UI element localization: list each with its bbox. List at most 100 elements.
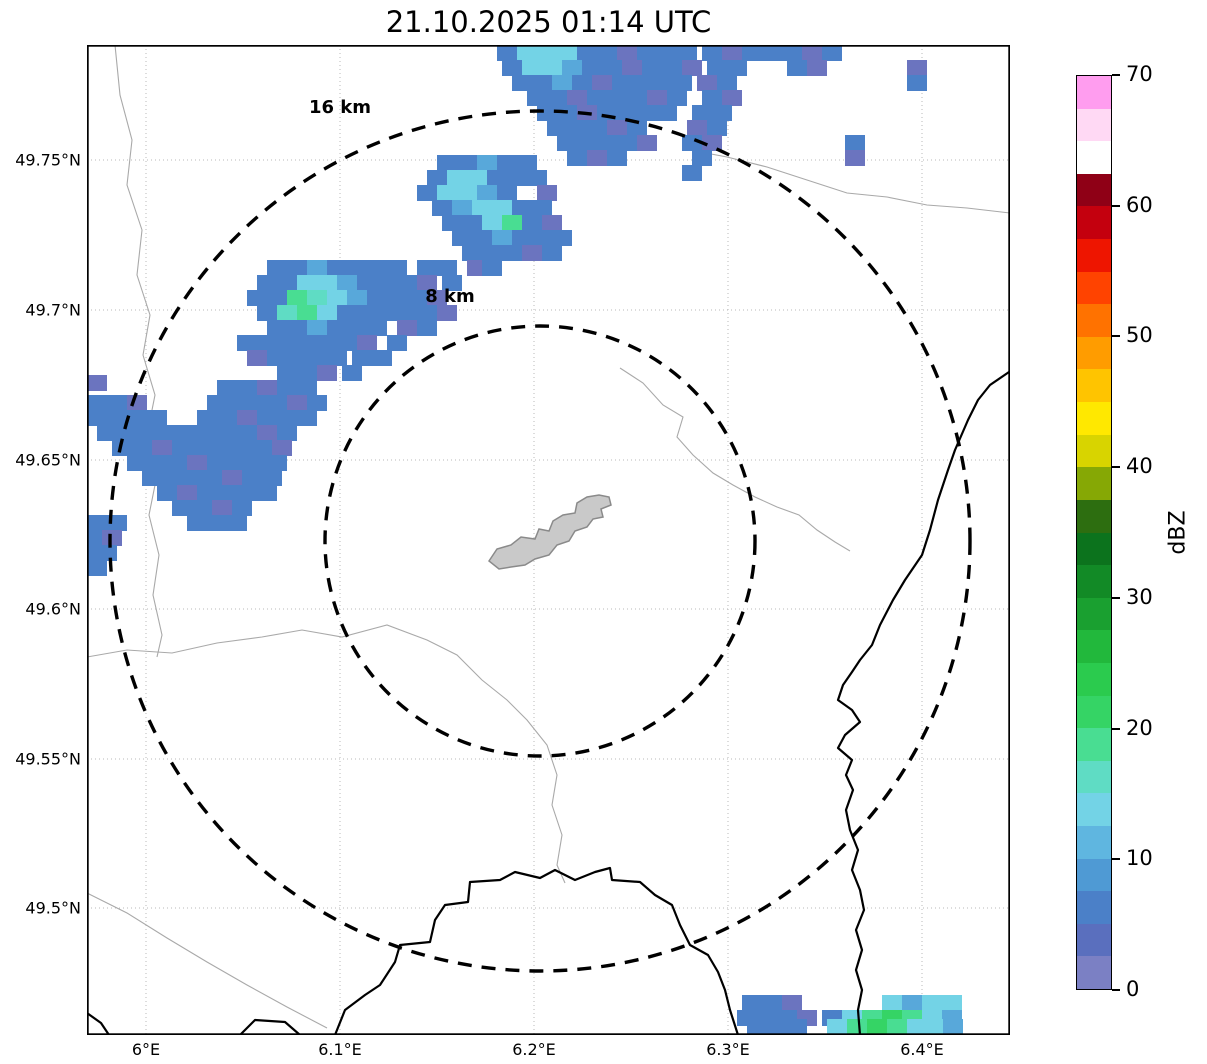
radar-cell (287, 320, 307, 336)
radar-cell (347, 320, 367, 336)
radar-cell (787, 1019, 807, 1035)
country-border (87, 1011, 111, 1035)
radar-cell (452, 230, 472, 246)
radar-cell (377, 275, 397, 291)
radar-cell (87, 560, 107, 576)
radar-cell (257, 410, 277, 426)
colorbar-tick-mark (1112, 74, 1120, 76)
radar-cell (597, 45, 617, 61)
radar-cell (642, 60, 662, 76)
colorbar-segment (1077, 369, 1111, 403)
radar-cell (192, 440, 212, 456)
colorbar-axis-label: dBZ (1165, 510, 1191, 555)
radar-cell (327, 290, 347, 306)
radar-cell (497, 155, 517, 171)
radar-map: 16 km 8 km (87, 45, 1010, 1035)
radar-cell (807, 60, 827, 76)
radar-cell (167, 455, 187, 471)
radar-cell (687, 120, 707, 136)
radar-cell (327, 260, 347, 276)
radar-cell (277, 275, 297, 291)
colorbar-segment (1077, 630, 1111, 663)
radar-cell (742, 995, 762, 1011)
radar-cell (367, 290, 387, 306)
map-plot: 16 km 8 km (87, 45, 1010, 1035)
radar-cell (237, 485, 257, 501)
radar-cell (102, 530, 122, 546)
radar-cell (452, 200, 472, 216)
radar-cell (632, 75, 652, 91)
radar-cell (427, 290, 447, 306)
x-tick-label: 6.3°E (706, 1040, 750, 1059)
radar-cell (432, 200, 452, 216)
radar-cell (847, 1019, 867, 1035)
radar-cell (827, 1019, 847, 1035)
radar-cell (307, 350, 327, 366)
radar-cell (307, 395, 327, 411)
radar-cell (367, 260, 387, 276)
colorbar-tick-label: 20 (1126, 715, 1153, 740)
radar-cell (337, 305, 357, 321)
radar-cell (227, 395, 247, 411)
radar-cell (387, 335, 407, 351)
y-tick-label: 49.75°N (15, 150, 81, 170)
radar-cell (357, 275, 377, 291)
plot-title: 21.10.2025 01:14 UTC (385, 5, 712, 39)
radar-cell (437, 155, 457, 171)
range-ring-16km (108, 109, 972, 973)
radar-cell (717, 75, 737, 91)
radar-cell (127, 455, 147, 471)
colorbar-tick-label: 60 (1126, 192, 1153, 217)
radar-cell (597, 135, 617, 151)
radar-cell (767, 1019, 787, 1035)
range-ring-8km (323, 324, 757, 758)
radar-cell (502, 60, 522, 76)
radar-cell (727, 60, 747, 76)
river-line (114, 45, 163, 658)
plot-frame (87, 45, 1010, 1035)
radar-cell (237, 380, 257, 396)
y-tick-label: 49.5°N (25, 898, 81, 918)
colorbar-tick-label: 30 (1126, 584, 1153, 609)
radar-cell (232, 440, 252, 456)
radar-cell (942, 995, 962, 1011)
colorbar-segment (1077, 141, 1111, 174)
colorbar-segment (1077, 336, 1111, 370)
radar-cell (622, 60, 642, 76)
radar-cell (845, 150, 865, 166)
radar-cell (497, 45, 517, 61)
radar-cell (647, 90, 667, 106)
radar-cell (347, 260, 367, 276)
radar-cell (437, 185, 457, 201)
radar-cell (107, 410, 127, 426)
radar-cell (387, 290, 407, 306)
radar-cell (87, 515, 107, 531)
x-tick-label: 6.1°E (318, 1040, 362, 1059)
radar-cell (197, 425, 217, 441)
radar-cell (287, 260, 307, 276)
radar-cell (157, 485, 177, 501)
radar-cell (482, 215, 502, 231)
radar-cell (327, 320, 347, 336)
radar-cell (457, 185, 477, 201)
radar-cell (417, 260, 437, 276)
colorbar-segment (1077, 891, 1111, 924)
radar-cell (307, 260, 327, 276)
radar-cell (692, 105, 712, 121)
radar-cell (107, 395, 127, 411)
radar-cell (512, 75, 532, 91)
radar-cell (97, 545, 117, 561)
radar-cell (782, 995, 802, 1011)
x-tick-label: 6.2°E (512, 1040, 556, 1059)
radar-cell (277, 425, 297, 441)
radar-cell (537, 45, 557, 61)
radar-cell (267, 320, 287, 336)
radar-cell (537, 185, 557, 201)
radar-cell (617, 135, 637, 151)
colorbar-segment (1077, 760, 1111, 794)
radar-cell (277, 305, 297, 321)
radar-cell (532, 200, 552, 216)
radar-cell (227, 515, 247, 531)
colorbar-segment (1077, 467, 1111, 500)
radar-cell (627, 90, 647, 106)
